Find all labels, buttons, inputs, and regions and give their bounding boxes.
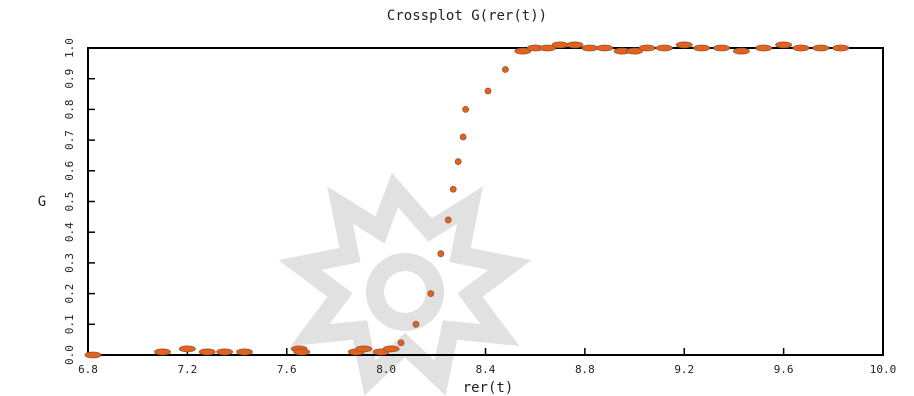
y-tick-label: 0.1 bbox=[63, 314, 76, 334]
data-point bbox=[832, 44, 850, 52]
x-tick-label: 8.0 bbox=[376, 363, 396, 376]
data-point bbox=[539, 44, 557, 52]
y-tick-label: 0.9 bbox=[63, 69, 76, 89]
x-tick-label: 9.2 bbox=[674, 363, 694, 376]
data-point bbox=[216, 348, 234, 356]
y-tick-label: 0.6 bbox=[63, 161, 76, 181]
data-point bbox=[437, 250, 445, 258]
data-point bbox=[501, 66, 509, 73]
data-point bbox=[732, 47, 750, 55]
data-point bbox=[462, 106, 470, 113]
y-tick-label: 0.3 bbox=[63, 253, 76, 273]
data-point bbox=[293, 348, 311, 356]
data-point bbox=[459, 133, 467, 141]
x-axis-label: rer(t) bbox=[463, 380, 514, 396]
data-point bbox=[84, 351, 102, 359]
data-point bbox=[581, 44, 599, 52]
data-point bbox=[454, 158, 462, 165]
y-axis: 0.0 0.1 0.2 0.3 0.4 0.5 0.6 0.7 0.8 0.9 1.0 bbox=[63, 38, 95, 365]
data-point bbox=[198, 348, 216, 356]
chart-title: Crossplot G(rer(t)) bbox=[387, 8, 547, 24]
x-tick-label: 8.4 bbox=[476, 363, 496, 376]
x-tick-label: 7.2 bbox=[177, 363, 197, 376]
data-point bbox=[427, 290, 435, 298]
data-point bbox=[638, 44, 656, 52]
data-point bbox=[755, 44, 773, 52]
y-tick-label: 1.0 bbox=[63, 38, 76, 58]
x-tick-label: 9.6 bbox=[774, 363, 794, 376]
data-point bbox=[382, 345, 400, 353]
data-point bbox=[596, 44, 614, 52]
data-point bbox=[397, 339, 405, 347]
data-point bbox=[792, 44, 810, 52]
data-point bbox=[626, 47, 643, 55]
y-tick-label: 0.7 bbox=[63, 130, 76, 150]
watermark-ornament bbox=[278, 172, 532, 396]
data-point bbox=[412, 320, 420, 328]
y-tick-label: 0.4 bbox=[63, 222, 76, 242]
y-tick-label: 0.0 bbox=[63, 345, 76, 365]
data-point bbox=[449, 185, 457, 193]
data-point bbox=[693, 44, 711, 52]
y-tick-label: 0.8 bbox=[63, 99, 76, 119]
data-point bbox=[566, 41, 584, 49]
data-point bbox=[355, 345, 373, 353]
data-point bbox=[154, 348, 171, 356]
y-axis-label: G bbox=[38, 194, 46, 210]
data-point bbox=[551, 41, 569, 49]
x-tick-label: 6.8 bbox=[78, 363, 98, 376]
data-point bbox=[775, 41, 793, 49]
x-axis: 6.8 7.2 7.6 8.0 8.4 8.8 9.2 9.6 10.0 bbox=[78, 348, 896, 376]
data-point bbox=[675, 41, 693, 49]
x-tick-label: 8.8 bbox=[575, 363, 595, 376]
data-point bbox=[713, 44, 730, 52]
data-point bbox=[812, 44, 830, 52]
data-point bbox=[236, 348, 253, 356]
data-point bbox=[655, 44, 673, 52]
data-point bbox=[484, 87, 492, 95]
data-point bbox=[444, 216, 452, 224]
x-tick-label: 10.0 bbox=[870, 363, 897, 376]
data-points bbox=[84, 41, 850, 359]
x-tick-label: 7.6 bbox=[277, 363, 297, 376]
y-tick-label: 0.2 bbox=[63, 284, 76, 304]
data-point bbox=[178, 345, 196, 353]
data-point bbox=[514, 47, 532, 55]
y-tick-label: 0.5 bbox=[63, 192, 76, 212]
